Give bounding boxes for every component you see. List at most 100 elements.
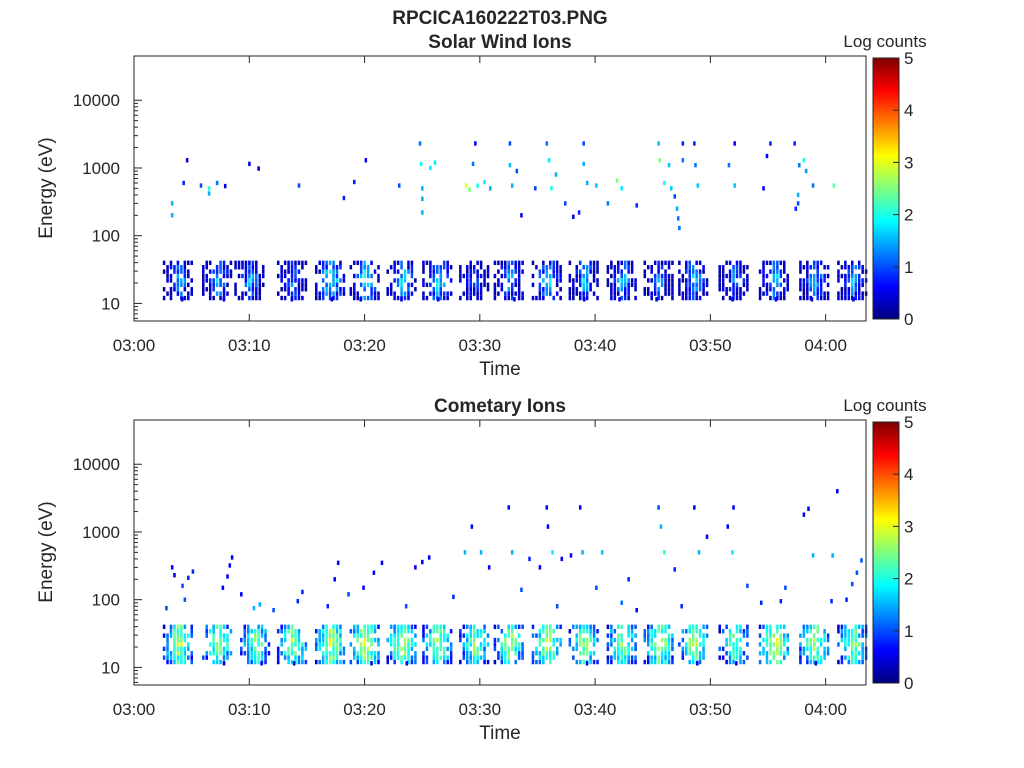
heatmap-cell: [332, 646, 335, 652]
heatmap-cell: [802, 295, 806, 301]
heatmap-cell: [592, 624, 596, 630]
heatmap-cell: [187, 260, 190, 266]
heatmap-cell: [667, 637, 671, 643]
heatmap-cell: [202, 291, 205, 296]
heatmap-cell: [287, 287, 290, 292]
heatmap-cell: [592, 633, 596, 638]
heatmap-cell: [250, 642, 253, 647]
heatmap-cell: [294, 287, 297, 292]
heatmap-cell: [328, 633, 332, 638]
heatmap-cell: [816, 624, 819, 630]
x-tick-label: 03:40: [574, 336, 617, 355]
heatmap-cell: [246, 659, 250, 665]
heatmap-cell: [799, 655, 802, 660]
heatmap-cell: [618, 297, 621, 302]
heatmap-cell: [802, 624, 806, 630]
heatmap-cell: [297, 287, 301, 292]
heatmap-cell: [531, 633, 535, 638]
heatmap-cell: [568, 278, 572, 283]
heatmap-cell: [538, 565, 542, 570]
heatmap-cell: [688, 642, 692, 647]
heatmap-cell: [685, 278, 688, 283]
heatmap-cell: [563, 201, 567, 206]
heatmap-cell: [643, 633, 647, 638]
heatmap-cell: [861, 659, 864, 665]
heatmap-cell: [545, 141, 549, 146]
heatmap-cell: [332, 282, 335, 288]
heatmap-cell: [191, 569, 195, 574]
heatmap-cell: [854, 629, 858, 634]
heatmap-cell: [226, 265, 229, 270]
heatmap-cell: [698, 282, 702, 288]
heatmap-cell: [531, 655, 535, 660]
heatmap-cell: [643, 637, 647, 643]
heatmap-cell: [762, 291, 765, 296]
heatmap-cell: [407, 291, 410, 296]
heatmap-cell: [182, 180, 185, 186]
heatmap-cell: [400, 265, 403, 270]
heatmap-cell: [442, 659, 446, 665]
heatmap-cell: [507, 629, 511, 634]
heatmap-cell: [162, 287, 166, 292]
heatmap-cell: [718, 287, 721, 292]
heatmap-cell: [359, 282, 363, 288]
heatmap-cell: [671, 659, 674, 665]
heatmap-cell: [806, 282, 809, 288]
heatmap-cell: [325, 642, 328, 647]
heatmap-cell: [294, 655, 297, 660]
heatmap-cell: [292, 661, 296, 666]
heatmap-cell: [280, 269, 283, 274]
heatmap-cell: [664, 642, 667, 647]
heatmap-cell: [646, 278, 650, 283]
heatmap-cell: [783, 269, 786, 274]
heatmap-cell: [187, 633, 190, 638]
heatmap-cell: [507, 505, 511, 510]
heatmap-cell: [739, 624, 742, 630]
heatmap-cell: [582, 637, 585, 643]
heatmap-cell: [575, 646, 579, 652]
heatmap-cell: [222, 287, 226, 292]
heatmap-cell: [342, 651, 346, 656]
heatmap-cell: [500, 651, 504, 656]
heatmap-cell: [861, 646, 864, 652]
heatmap-cell: [258, 282, 262, 288]
heatmap-cell: [650, 624, 653, 630]
heatmap-cell: [504, 633, 507, 638]
heatmap-cell: [425, 624, 429, 630]
heatmap-cell: [691, 651, 695, 656]
heatmap-cell: [169, 651, 173, 656]
heatmap-cell: [696, 183, 700, 188]
heatmap-cell: [702, 278, 705, 283]
heatmap-cell: [664, 629, 667, 634]
heatmap-cell: [507, 265, 511, 270]
heatmap-cell: [653, 282, 657, 288]
heatmap-cell: [389, 651, 393, 656]
heatmap-cell: [330, 297, 334, 302]
y-tick-label: 10: [101, 658, 120, 677]
heatmap-cell: [514, 282, 517, 288]
heatmap-cell: [721, 287, 725, 292]
heatmap-cell: [422, 260, 425, 266]
heatmap-cell: [819, 282, 823, 288]
heatmap-cell: [671, 260, 674, 266]
heatmap-cell: [267, 651, 271, 656]
heatmap-cell: [702, 265, 705, 270]
heatmap-cell: [169, 278, 173, 283]
heatmap-cell: [702, 282, 705, 288]
heatmap-cell: [442, 655, 446, 660]
colorbar-tick-label: 0: [904, 674, 913, 693]
heatmap-cell: [389, 282, 393, 288]
heatmap-cell: [436, 297, 440, 302]
heatmap-cell: [681, 278, 685, 283]
heatmap-cell: [215, 655, 219, 660]
heatmap-cell: [493, 642, 497, 647]
heatmap-cell: [610, 260, 613, 266]
heatmap-cell: [363, 655, 366, 660]
heatmap-cell: [328, 295, 332, 301]
heatmap-cell: [190, 655, 194, 660]
heatmap-cell: [283, 629, 287, 634]
heatmap-cell: [403, 651, 407, 656]
heatmap-cell: [504, 295, 507, 301]
heatmap-cell: [592, 291, 596, 296]
